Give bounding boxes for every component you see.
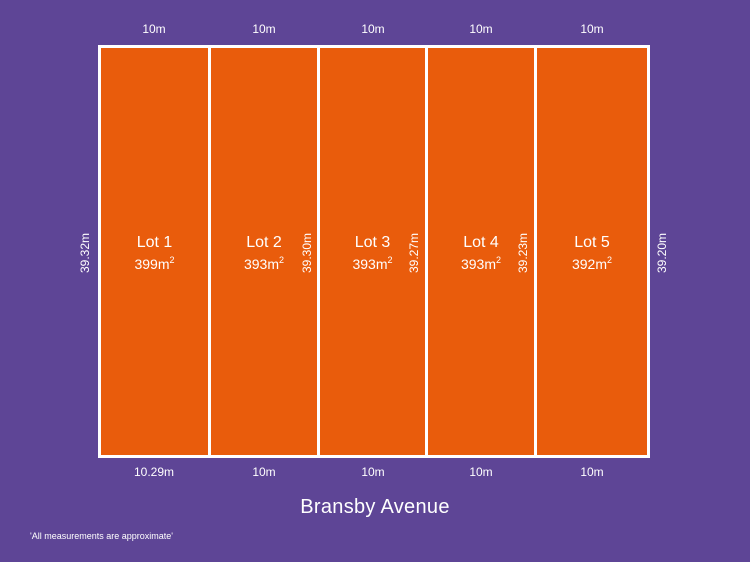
lot-1: Lot 1 399m2 (98, 45, 211, 458)
lot-5-area: 392m2 (571, 255, 613, 273)
lot-1-depth-left: 39.32m (78, 232, 92, 274)
lot-2-name: Lot 2 (246, 234, 282, 251)
lot-3-name: Lot 3 (354, 234, 391, 251)
lot-5: Lot 5 392m2 (534, 45, 650, 458)
lot-5-bottom-width: 10m (580, 465, 604, 479)
lot-2: Lot 2 393m2 (208, 45, 320, 458)
lot-1-name: Lot 1 (136, 234, 173, 251)
lot-5-name: Lot 5 (574, 234, 610, 251)
lot-1-top-width: 10m (142, 22, 166, 36)
footnote: 'All measurements are approximate' (30, 531, 173, 541)
street-name: Bransby Avenue (300, 496, 450, 518)
lot-2-bottom-width: 10m (252, 465, 276, 479)
lot-3-depth: 39.27m (407, 232, 421, 274)
lot-3-top-width: 10m (361, 22, 385, 36)
lot-3-area: 393m2 (352, 255, 393, 273)
lot-3: Lot 3 393m2 (317, 45, 428, 458)
lot-3-bottom-width: 10m (361, 465, 385, 479)
lot-4-depth: 39.23m (516, 232, 530, 274)
lot-2-area: 393m2 (243, 255, 285, 273)
lot-2-depth: 39.30m (300, 232, 314, 274)
lot-2-top-width: 10m (252, 22, 276, 36)
lot-4-name: Lot 4 (463, 234, 499, 251)
lot-4-bottom-width: 10m (469, 465, 493, 479)
lot-5-top-width: 10m (580, 22, 604, 36)
lots-block: Lot 1 399m2 Lot 2 393m2 Lot 3 393m2 Lot … (98, 45, 650, 458)
lot-1-area: 399m2 (134, 255, 175, 273)
lot-1-bottom-width: 10.29m (133, 465, 175, 479)
lot-5-depth-right: 39.20m (655, 232, 669, 274)
lot-4: Lot 4 393m2 (425, 45, 537, 458)
lot-4-area: 393m2 (460, 255, 502, 273)
lot-4-top-width: 10m (469, 22, 493, 36)
